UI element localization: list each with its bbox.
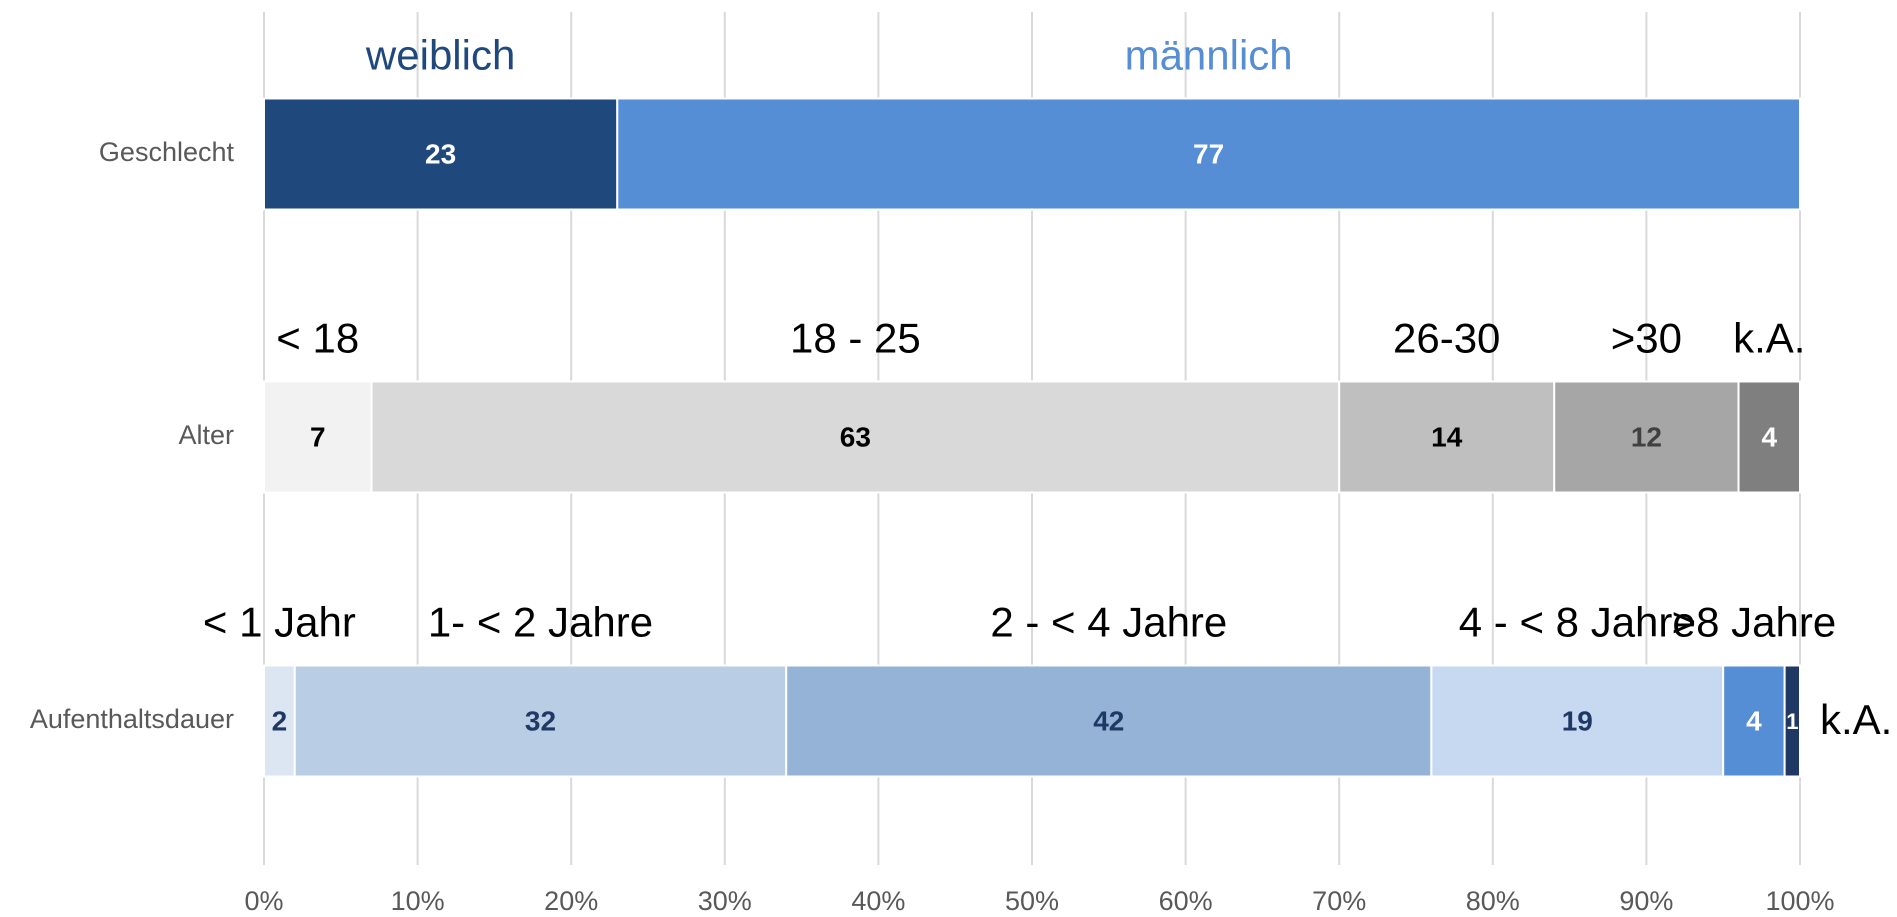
bar-segment	[1430, 664, 1725, 778]
segment-name: weiblich	[365, 32, 515, 79]
value-label: 4	[1761, 421, 1777, 452]
x-tick-label: 60%	[1159, 886, 1213, 916]
segment-name: k.A.	[1820, 696, 1892, 743]
segment-name: 1- < 2 Jahre	[428, 599, 653, 646]
x-tick-label: 50%	[1005, 886, 1059, 916]
category-label: Alter	[178, 420, 234, 450]
x-tick-label: 40%	[851, 886, 905, 916]
x-tick-label: 90%	[1619, 886, 1673, 916]
value-label: 7	[310, 421, 326, 452]
segment-name: 26-30	[1393, 315, 1500, 362]
value-label: 77	[1193, 138, 1224, 169]
bar-segment	[616, 97, 1801, 211]
bar-segment	[293, 664, 788, 778]
bar-segment	[1553, 380, 1740, 494]
segment-name: k.A.	[1733, 315, 1805, 362]
value-label: 12	[1631, 421, 1662, 452]
segment-name: < 1 Jahr	[203, 599, 356, 646]
segment-name: >8 Jahre	[1672, 599, 1837, 646]
segment-name: >30	[1611, 315, 1682, 362]
bar-segment	[785, 664, 1433, 778]
bar-segment	[263, 97, 619, 211]
bar-segment	[1722, 664, 1786, 778]
x-tick-label: 30%	[698, 886, 752, 916]
value-label: 42	[1093, 705, 1124, 736]
x-tick-label: 10%	[391, 886, 445, 916]
bar-segment	[1737, 380, 1802, 494]
value-label: 4	[1746, 705, 1762, 736]
category-label: Geschlecht	[99, 137, 235, 167]
value-label: 63	[840, 421, 871, 452]
segment-name: 2 - < 4 Jahre	[990, 599, 1227, 646]
category-label: Aufenthaltsdauer	[30, 704, 234, 734]
x-tick-label: 100%	[1765, 886, 1834, 916]
x-tick-label: 80%	[1466, 886, 1520, 916]
x-tick-label: 0%	[244, 886, 283, 916]
value-label: 2	[272, 705, 288, 736]
segment-name: männlich	[1125, 32, 1293, 79]
bar-segment	[1783, 664, 1802, 778]
segment-name: < 18	[276, 315, 359, 362]
value-label: 19	[1562, 705, 1593, 736]
bar-segment	[370, 380, 1341, 494]
value-label: 23	[425, 138, 456, 169]
value-label: 14	[1431, 421, 1463, 452]
value-label: 1	[1786, 709, 1798, 734]
bar-segment	[1338, 380, 1556, 494]
x-tick-label: 70%	[1312, 886, 1366, 916]
x-tick-label: 20%	[544, 886, 598, 916]
segment-name: 4 - < 8 Jahre	[1459, 599, 1696, 646]
segment-name: 18 - 25	[790, 315, 921, 362]
value-label: 32	[525, 705, 556, 736]
